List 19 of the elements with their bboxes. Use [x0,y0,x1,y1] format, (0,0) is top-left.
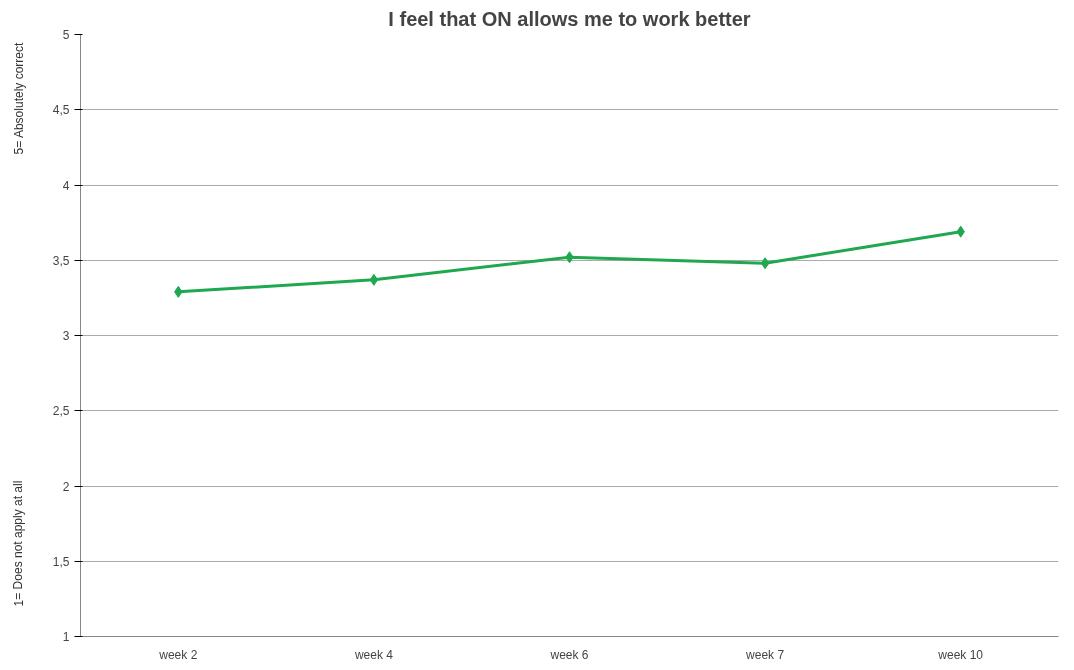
point [369,273,379,286]
y-tick-label: 1,5 [52,554,70,569]
x-tick-label: week 4 [353,647,394,662]
y-axis-title: 5= Absolutely correct [11,42,26,155]
text: 1= Does not apply at all [11,480,26,607]
y-tick-label: 5 [62,28,70,42]
y-tick-label: 2 [62,479,70,494]
y-tick-label: 4,5 [52,103,70,118]
y-tick-label: 3 [62,329,70,343]
y-tick-label: 1 [62,630,70,644]
x-tick-label: week 7 [745,647,785,662]
x-tick-label: week 6 [549,647,589,662]
chart-title: I feel that ON allows me to work better [388,7,751,30]
x-tick-label: week 10 [937,647,984,662]
y-tick-label: 2,5 [52,404,70,419]
y-tick-label: 3,5 [52,253,70,268]
x-tick-label: week 2 [158,647,198,662]
y-tick-label: 4 [62,178,70,193]
point [760,257,770,270]
